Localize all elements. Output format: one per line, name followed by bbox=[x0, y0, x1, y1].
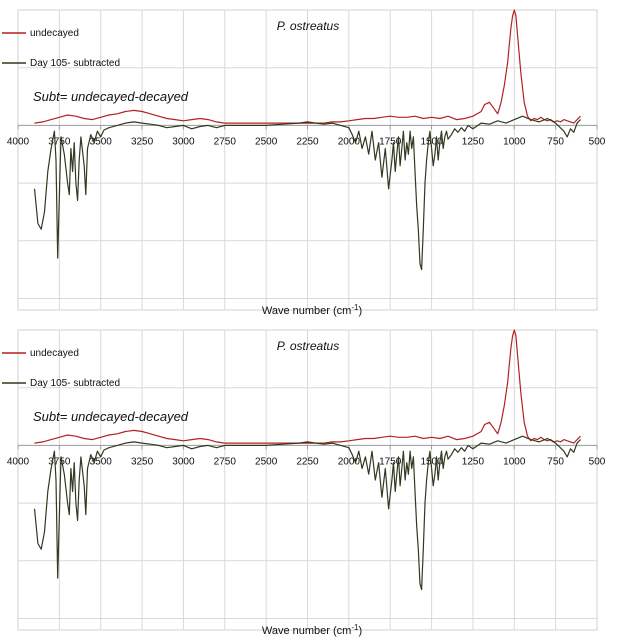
x-tick-label: 1250 bbox=[462, 456, 485, 467]
x-tick-label: 500 bbox=[589, 136, 606, 147]
x-axis-title-text: Wave number (cm bbox=[262, 625, 351, 637]
x-axis-title-superscript: -1 bbox=[351, 623, 359, 632]
x-tick-label: 3000 bbox=[172, 136, 195, 147]
x-tick-label: 3000 bbox=[172, 456, 195, 467]
x-tick-label: 1750 bbox=[379, 136, 402, 147]
x-tick-label: 750 bbox=[547, 456, 564, 467]
x-tick-label: 2000 bbox=[338, 136, 361, 147]
x-tick-label: 1500 bbox=[420, 136, 443, 147]
x-tick-label: 2000 bbox=[338, 456, 361, 467]
x-tick-label: 1000 bbox=[503, 136, 526, 147]
legend-label: undecayed bbox=[30, 28, 79, 39]
x-axis-title-close: ) bbox=[358, 625, 362, 637]
x-tick-label: 2750 bbox=[214, 456, 237, 467]
x-tick-label: 3750 bbox=[48, 456, 71, 467]
x-tick-label: 1500 bbox=[420, 456, 443, 467]
x-axis-title: Wave number (cm-1) bbox=[262, 303, 362, 317]
x-tick-label: 1750 bbox=[379, 456, 402, 467]
series-line-day105-subtracted bbox=[33, 435, 581, 591]
legend-label: Day 105- subtracted bbox=[30, 58, 120, 69]
chart-svg-top: 4000 3750 3500 3250 3000 2750 2500 2250 2000 1750… bbox=[2, 9, 606, 317]
x-tick-label: 2500 bbox=[255, 456, 278, 467]
series-line-undecayed bbox=[34, 9, 581, 124]
x-axis-title-superscript: -1 bbox=[351, 303, 359, 312]
chart-panel-bottom: 4000 3750 3500 3250 3000 2750 2500 2250 2000 1750… bbox=[0, 320, 624, 640]
chart-svg-bottom: 4000 3750 3500 3250 3000 2750 2500 2250 2000 1750… bbox=[2, 329, 606, 637]
x-tick-label: 2500 bbox=[255, 136, 278, 147]
x-tick-label: 2250 bbox=[296, 136, 319, 147]
x-tick-label: 4000 bbox=[7, 456, 30, 467]
x-axis-title: Wave number (cm-1) bbox=[262, 623, 362, 637]
legend-label: undecayed bbox=[30, 348, 79, 359]
x-tick-label: 3250 bbox=[131, 456, 154, 467]
series-line-undecayed bbox=[34, 329, 581, 444]
x-tick-label: 500 bbox=[589, 456, 606, 467]
x-tick-label: 2250 bbox=[296, 456, 319, 467]
chart-title: P. ostreatus bbox=[277, 339, 339, 353]
chart-annotation: Subt= undecayed-decayed bbox=[33, 409, 189, 424]
x-tick-label: 750 bbox=[547, 136, 564, 147]
x-tick-label: 4000 bbox=[7, 136, 30, 147]
x-tick-label: 3750 bbox=[48, 136, 71, 147]
x-tick-label: 3500 bbox=[90, 456, 113, 467]
legend-label: Day 105- subtracted bbox=[30, 378, 120, 389]
x-axis-title-text: Wave number (cm bbox=[262, 305, 351, 317]
series-line-day105-subtracted bbox=[33, 115, 581, 271]
x-tick-label: 2750 bbox=[214, 136, 237, 147]
x-tick-label: 1250 bbox=[462, 136, 485, 147]
x-tick-label: 1000 bbox=[503, 456, 526, 467]
chart-title: P. ostreatus bbox=[277, 19, 339, 33]
x-axis-title-close: ) bbox=[358, 305, 362, 317]
chart-panel-top: 4000 3750 3500 3250 3000 2750 2500 2250 2000 1750… bbox=[2, 9, 606, 317]
x-tick-label: 3500 bbox=[90, 136, 113, 147]
x-tick-label: 3250 bbox=[131, 136, 154, 147]
chart-annotation: Subt= undecayed-decayed bbox=[33, 89, 189, 104]
